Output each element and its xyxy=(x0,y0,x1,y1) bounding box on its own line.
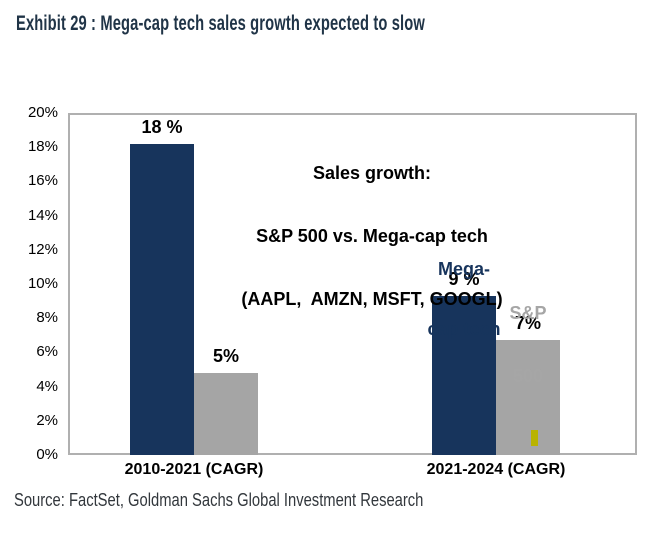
bar-value-label-mega-cap-tech-1: 9 % xyxy=(448,268,480,289)
y-axis-tick-label: 14% xyxy=(27,206,58,224)
series-label-sp-line-1: S&P xyxy=(509,303,547,323)
y-axis-tick-label: 10% xyxy=(27,275,58,292)
cursor-artifact xyxy=(531,430,538,446)
bar-value-label-sp-500-0: 5% xyxy=(212,345,239,366)
bar-mega-cap-tech-1 xyxy=(432,295,496,455)
bar-mega-cap-tech-0 xyxy=(130,143,194,455)
x-axis-category-label-0: 2010-2021 (CAGR) xyxy=(124,461,264,478)
y-axis-tick-label: 2% xyxy=(36,411,58,429)
y-axis-tick-label: 0% xyxy=(36,446,58,463)
series-label-sp-line-2: 500 xyxy=(512,366,544,386)
bar-sp-500-0 xyxy=(194,372,258,455)
annotation-line-1: Sales growth: xyxy=(312,163,432,183)
y-axis-tick-label: 4% xyxy=(36,377,58,395)
bar-value-label-mega-cap-tech-0: 18 % xyxy=(141,116,183,137)
source-attribution: Source: FactSet, Goldman Sachs Global In… xyxy=(14,490,424,510)
series-label-mega-cap-tech: Mega- cap tech xyxy=(404,219,524,379)
series-label-mega-line-1: Mega- xyxy=(437,259,490,279)
y-axis-tick-label: 12% xyxy=(27,240,58,258)
annotation-line-3: (AAPL, AMZN, MSFT, GOOGL) xyxy=(241,289,503,309)
exhibit-title: Exhibit 29 : Mega-cap tech sales growth … xyxy=(16,12,425,35)
series-label-mega-line-2: cap tech xyxy=(427,319,501,339)
y-axis-tick-label: 8% xyxy=(36,309,58,327)
bar-sp-500-1 xyxy=(496,340,560,455)
chart-annotation: Sales growth: S&P 500 vs. Mega-cap tech … xyxy=(232,121,512,352)
y-axis-tick-label: 6% xyxy=(36,343,58,361)
x-axis-category-label-1: 2021-2024 (CAGR) xyxy=(426,461,566,478)
bar-value-label-sp-500-1: 7% xyxy=(514,313,541,334)
series-label-sp-500: S&P 500 xyxy=(488,261,568,429)
y-axis-tick-label: 16% xyxy=(27,172,58,190)
y-axis-tick-label: 18% xyxy=(27,138,58,156)
y-axis-tick-label: 20% xyxy=(27,104,58,121)
annotation-line-2: S&P 500 vs. Mega-cap tech xyxy=(256,226,488,246)
